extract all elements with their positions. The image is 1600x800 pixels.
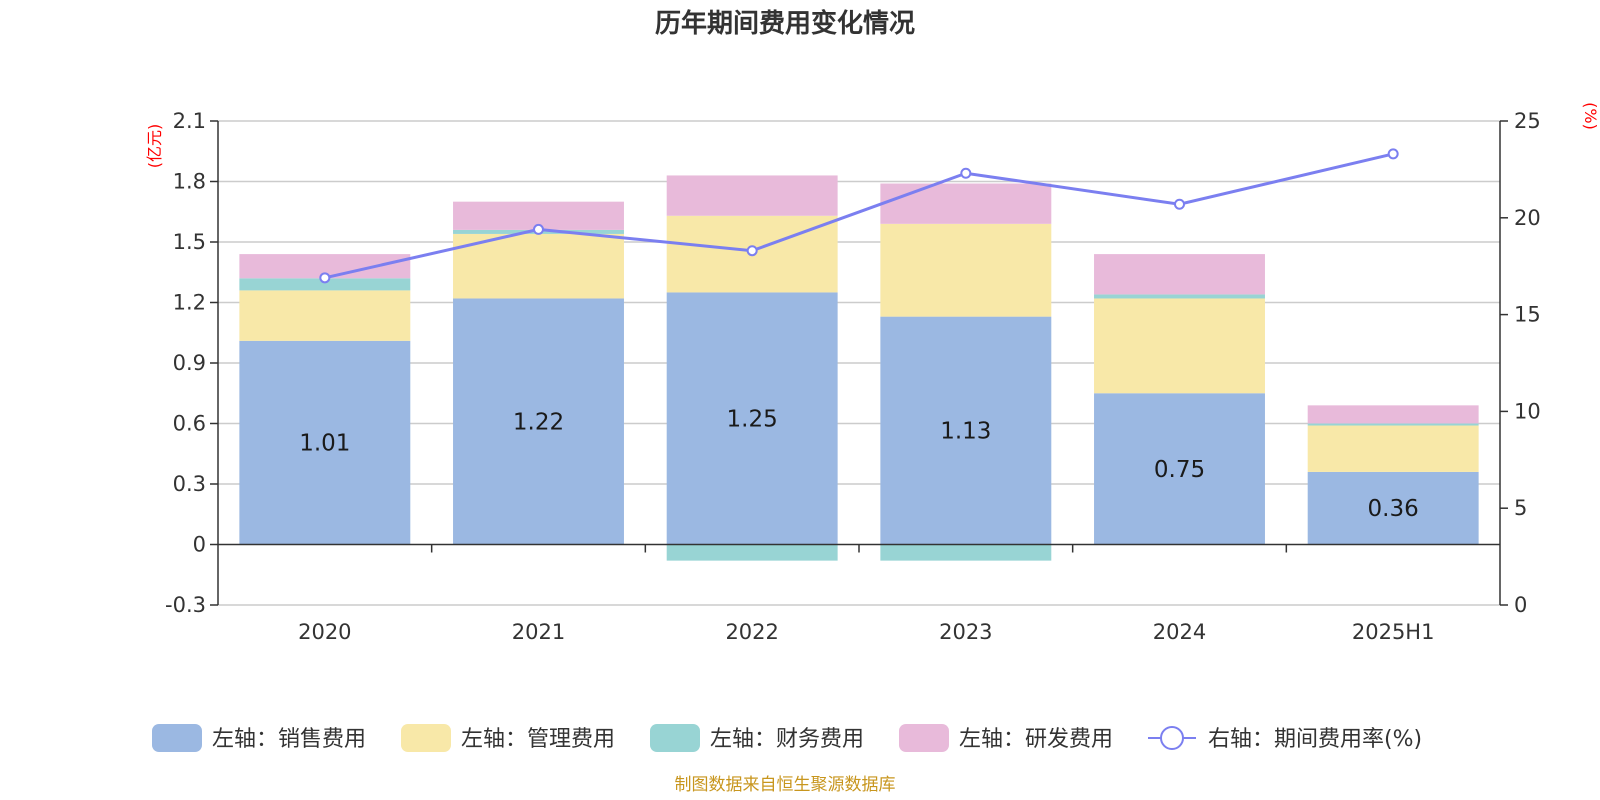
- rate-point-2022: [746, 245, 758, 257]
- bar-sales-2023: [880, 316, 1052, 545]
- legend-label-admin: 左轴：管理费用: [461, 727, 615, 752]
- left-tick-label: -0.3: [165, 593, 206, 617]
- bar-label-sales: 1.13: [940, 419, 991, 445]
- bars: [239, 175, 1479, 561]
- bar-finance-2022: [666, 544, 838, 561]
- legend-swatch-admin: [401, 724, 451, 752]
- bar-sales-2020: [239, 340, 411, 545]
- rate-line: [319, 148, 1399, 284]
- left-axis-unit: (亿元): [145, 124, 164, 169]
- right-axis-unit: (%): [1581, 102, 1600, 130]
- x-tick-label: 2021: [512, 620, 565, 644]
- x-tick-label: 2020: [298, 620, 351, 644]
- bar-finance-2023: [880, 544, 1052, 561]
- bar-finance-2025H1: [1307, 423, 1479, 426]
- rate-point-2023: [960, 167, 972, 179]
- legend: 左轴：销售费用 左轴：管理费用 左轴：财务费用 左轴：研发费用 右轴：期间费用率(%): [152, 724, 1422, 752]
- legend-label-sales: 左轴：销售费用: [212, 727, 366, 752]
- left-tick-label: 2.1: [173, 109, 206, 133]
- bar-finance-2020: [239, 278, 411, 291]
- bar-label-sales: 1.25: [727, 406, 778, 432]
- bar-sales-2024: [1094, 393, 1265, 545]
- right-tick-label: 10: [1514, 399, 1541, 423]
- left-tick-label: 0.6: [173, 412, 206, 436]
- bar-admin-2025H1: [1307, 425, 1479, 472]
- bar-sales-2022: [666, 292, 838, 545]
- rate-point-2021: [533, 223, 544, 235]
- rate-line-path: [324, 152, 1394, 280]
- bar-admin-2020: [239, 290, 411, 341]
- x-tick-label: 2023: [939, 620, 992, 644]
- rate-point-2025H1: [1387, 148, 1399, 160]
- left-tick-label: 0.9: [173, 351, 206, 375]
- legend-label-finance: 左轴：财务费用: [710, 727, 864, 752]
- bar-admin-2021: [453, 233, 624, 299]
- left-tick-label: 0.3: [173, 472, 206, 496]
- right-tick-label: 20: [1514, 206, 1541, 230]
- right-tick-label: 0: [1514, 593, 1527, 617]
- bar-rd-2024: [1094, 254, 1265, 295]
- left-tick-label: 0: [193, 533, 206, 557]
- rate-point-2024: [1174, 198, 1185, 210]
- bar-admin-2023: [880, 223, 1052, 317]
- legend-swatch-finance: [650, 724, 700, 752]
- axes: -0.3 0 0.3 0.6 0.9 1.2 1.5 1.8 2.1 0 5 10 15 20 25 2020…: [165, 109, 1541, 644]
- bar-label-sales: 0.75: [1154, 457, 1205, 483]
- bar-rd-2022: [666, 175, 838, 216]
- bar-rd-2025H1: [1307, 405, 1479, 424]
- x-tick-label: 2022: [725, 620, 778, 644]
- bar-finance-2024: [1094, 294, 1265, 299]
- legend-swatch-sales: [152, 724, 202, 752]
- bar-sales-2021: [453, 298, 624, 545]
- legend-marker-rate: [1160, 726, 1184, 750]
- bar-rd-2023: [880, 183, 1052, 224]
- rate-point-2020: [319, 272, 331, 284]
- left-tick-label: 1.5: [173, 230, 206, 254]
- bar-admin-2024: [1094, 298, 1265, 394]
- bar-label-sales: 1.01: [299, 431, 350, 457]
- left-tick-label: 1.2: [173, 291, 206, 315]
- legend-label-rd: 左轴：研发费用: [959, 727, 1113, 752]
- source-note: 制图数据来自恒生聚源数据库: [675, 775, 896, 795]
- right-tick-label: 5: [1514, 496, 1527, 520]
- left-tick-label: 1.8: [173, 170, 206, 194]
- right-tick-label: 15: [1514, 303, 1541, 327]
- bar-sales-2025H1: [1307, 471, 1479, 545]
- grid-lines: [218, 120, 1500, 606]
- bar-label-sales: 1.22: [513, 409, 564, 435]
- legend-label-rate: 右轴：期间费用率(%): [1208, 727, 1422, 752]
- bar-labels: 1.01 1.22 1.25 1.13 0.75 0.36: [299, 406, 1419, 522]
- x-tick-label: 2025H1: [1352, 620, 1435, 644]
- right-tick-label: 25: [1514, 109, 1541, 133]
- bar-label-sales: 0.36: [1368, 496, 1419, 522]
- x-tick-label: 2024: [1153, 620, 1206, 644]
- chart-title: 历年期间费用变化情况: [655, 8, 915, 39]
- legend-swatch-rd: [899, 724, 949, 752]
